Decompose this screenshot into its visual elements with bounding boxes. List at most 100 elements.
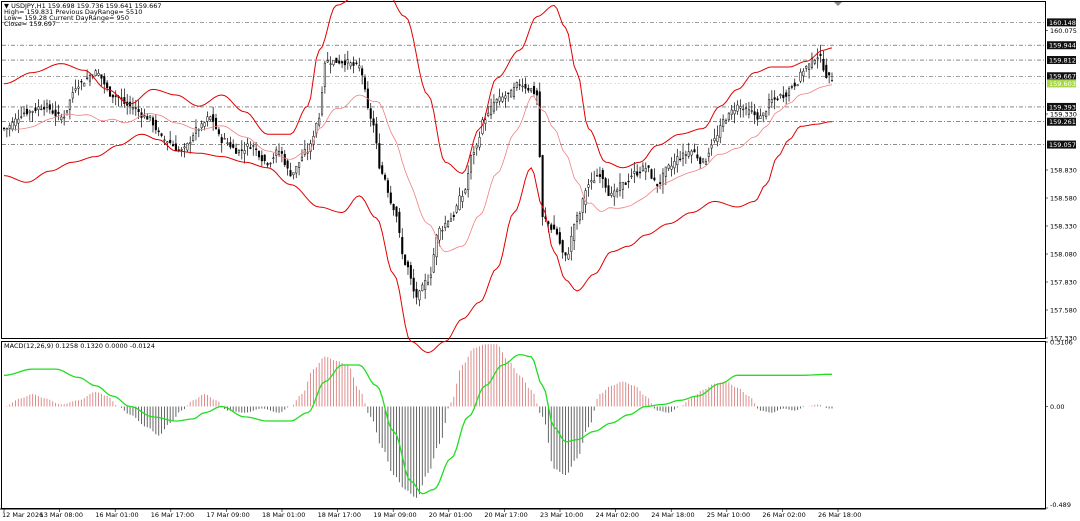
price-tag: 159.812 [1047,56,1076,64]
candle [630,168,633,180]
candle [822,50,825,73]
candle [659,174,662,190]
candle [550,222,553,233]
candle [343,53,346,72]
candle [527,84,530,93]
candle [23,106,26,117]
candle [129,95,132,115]
candle [306,143,309,161]
candle [160,132,163,138]
candle [742,104,745,118]
bollinger-lower-line [3,121,832,354]
macd-panel-frame [1,341,1046,509]
price-panel-frame [1,1,1046,339]
candle [478,131,481,151]
candle [613,183,616,206]
candle [524,77,527,94]
candle [641,162,644,172]
candle [223,132,226,140]
candle [51,103,54,115]
time-tick-label: 24 Mar 18:00 [651,511,694,519]
svg-text:159.603: 159.603 [1049,80,1076,88]
time-tick-label: 16 Mar 01:00 [95,511,138,519]
candle [226,137,229,146]
candle [802,68,805,83]
candle [318,112,321,128]
candle [787,86,791,102]
candle [782,86,785,103]
candle [664,166,667,186]
candle [830,72,834,82]
price-level-lines [2,22,1045,145]
candle [346,50,349,70]
price-tick-label: 159.330 [1050,110,1077,118]
time-tick-label: 20 Mar 01:00 [429,511,472,519]
candle [676,148,679,173]
candle [335,57,338,63]
macd-tick-label: 0.00 [1050,403,1064,411]
candle [790,84,793,90]
candle [567,247,570,261]
candle [813,58,816,66]
svg-text:159.812: 159.812 [1049,56,1076,64]
candle [593,170,596,184]
candle [186,142,189,153]
candle [518,79,521,91]
candle [37,99,40,117]
candle [352,56,355,74]
candle [561,239,564,259]
candle [40,104,43,111]
candle [283,150,286,168]
candle [805,65,808,72]
candle [825,58,828,79]
price-tag: 159.393 [1047,102,1076,111]
candle [449,212,452,222]
candle [432,247,435,274]
candle [687,142,690,159]
candle [292,172,295,180]
candle [745,102,748,116]
candle [386,177,389,198]
macd-title: MACD(12,26,9) 0.1258 0.1320 0.0000 -0.01… [4,342,155,350]
candle [702,157,705,164]
candle [214,113,218,130]
candle [495,98,498,111]
candle [260,150,263,167]
candle [490,98,493,120]
candle [699,156,702,170]
candle [765,110,768,120]
candle [424,273,427,299]
candle [401,228,404,260]
candle [229,136,232,150]
candle [134,100,137,116]
chart-shift-marker[interactable] [834,2,842,6]
svg-text:159.667: 159.667 [1049,73,1076,81]
candlesticks [2,44,834,307]
candle [650,168,653,180]
candle [146,113,149,120]
candle [381,161,384,176]
candle [192,132,195,143]
candle [618,173,622,197]
time-tick-label: 12 Mar 2026 [2,511,43,519]
candle [384,172,387,181]
candle [441,225,444,240]
candle [303,139,306,157]
candle [68,99,71,120]
candle [157,127,160,137]
svg-text:160.148: 160.148 [1049,19,1076,27]
candle [681,143,685,167]
candle [206,111,209,127]
candle [180,147,183,157]
candle [796,84,799,87]
candle [624,181,627,185]
candle [504,91,507,108]
candle [656,183,659,193]
macd-signal-path [3,353,832,495]
candle [501,92,504,104]
candle [653,168,656,182]
candle [372,110,375,133]
candle [97,69,100,77]
